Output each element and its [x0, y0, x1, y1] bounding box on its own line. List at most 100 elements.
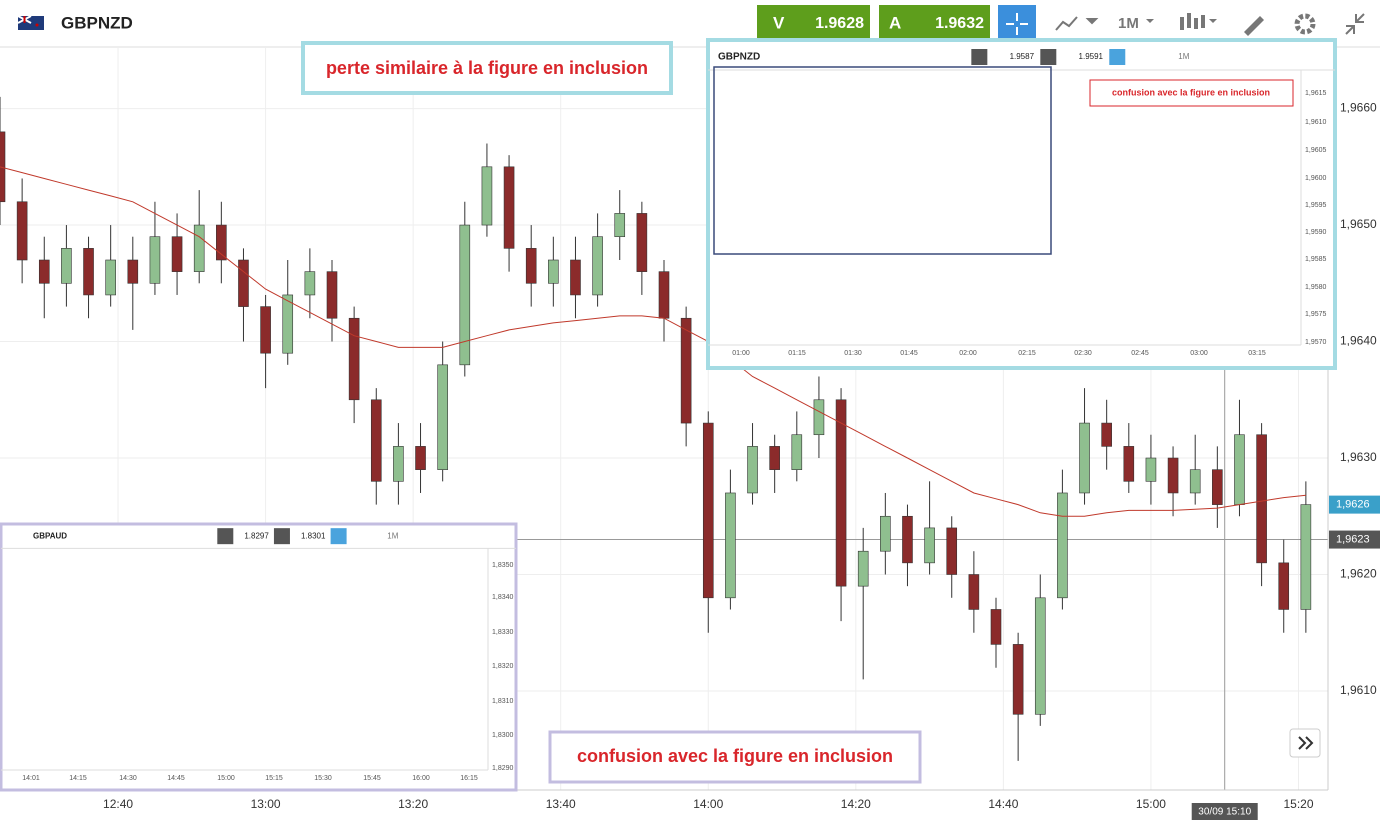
inset-price-label: 1,9595 [1305, 202, 1327, 209]
candle-body [1300, 504, 1312, 610]
y-tick-label: 1,9610 [1340, 683, 1377, 697]
candle-body [1167, 457, 1179, 494]
inset-note-box [1089, 79, 1294, 107]
candle-body [1057, 492, 1068, 599]
candle-body [1079, 422, 1090, 494]
annotation-text: confusion avec la figure en inclusion [577, 746, 893, 766]
candle-body [1256, 434, 1267, 564]
candle-body [282, 294, 294, 354]
indicator-button[interactable] [1055, 16, 1099, 31]
inset-frame [0, 522, 518, 792]
x-tick-label: 14:40 [988, 797, 1018, 811]
inset-price-label: 1,9610 [1305, 119, 1327, 126]
crosshair-time-tag [1191, 803, 1258, 820]
inset-sell-price: 1.8297 [244, 531, 269, 540]
candle-body [791, 434, 803, 470]
candle-body [38, 259, 50, 284]
candle-body [1212, 469, 1223, 505]
candle-body [636, 213, 648, 272]
last-price-label: 1,9626 [1336, 499, 1370, 511]
candle-body [326, 271, 338, 319]
inset-time-label: 16:00 [412, 775, 430, 782]
x-tick-label: 13:20 [398, 797, 428, 811]
candle-body [570, 259, 581, 296]
y-tick-label: 1,9660 [1340, 101, 1377, 115]
chart-type-button[interactable] [1180, 13, 1217, 30]
y-tick-label: 1,9650 [1340, 217, 1377, 231]
candle-body [61, 248, 72, 284]
inset-time-label: 15:45 [363, 775, 381, 782]
inset-price-label: 1,9570 [1305, 339, 1327, 346]
buy-label: A [889, 13, 901, 32]
inset-time-label: 15:00 [217, 775, 235, 782]
inset-price-label: 1,9615 [1305, 90, 1327, 97]
candle-body [0, 131, 6, 203]
inset-note: confusion avec la figure en inclusion [1112, 87, 1270, 97]
inset-price-label: 1,9590 [1305, 229, 1327, 236]
buy-button[interactable]: A 1.9632 [879, 5, 990, 42]
y-tick-label: 1,9620 [1340, 567, 1377, 581]
settings-button[interactable] [1294, 13, 1316, 35]
collapse-button[interactable] [1345, 13, 1365, 35]
candle-body [1278, 562, 1290, 610]
inset-time-label: 03:00 [1190, 350, 1208, 357]
inset-buy-price: 1.9591 [1079, 52, 1104, 61]
y-tick-label: 1,9640 [1340, 334, 1377, 348]
insets: GBPNZD 1.9587 1.9591 1M 01:00 01:15 01:30 01:45… [0, 38, 1337, 792]
candle-body [680, 317, 692, 424]
candle-body [459, 224, 471, 366]
x-tick-label: 13:00 [251, 797, 281, 811]
crosshair-price-label: 1,9623 [1336, 533, 1370, 545]
candle-body [924, 527, 935, 564]
sell-label: V [773, 13, 785, 32]
crosshair-time-label: 30/09 15:10 [1198, 807, 1251, 818]
symbol: GBPNZD [61, 13, 133, 32]
candle-body [304, 271, 316, 296]
x-tick-label: 14:20 [841, 797, 871, 811]
candle-body [83, 248, 94, 296]
candle-body [525, 248, 537, 284]
candle-body [393, 446, 404, 482]
inset-time-label: 02:45 [1131, 350, 1149, 357]
flag [17, 15, 44, 30]
inset-sell-box [217, 528, 234, 545]
candle-body [725, 492, 736, 599]
x-tick-label: 15:00 [1136, 797, 1166, 811]
crosshair-price-tag [1329, 530, 1380, 549]
inset-price-label: 1,9605 [1305, 147, 1327, 154]
candle-body [171, 236, 183, 272]
x-tick-label: 12:40 [103, 797, 133, 811]
inset-time-label: 15:30 [314, 775, 332, 782]
inset-symbol: GBPAUD [33, 531, 67, 540]
candle-body [149, 236, 161, 284]
candle-body [548, 259, 559, 284]
inset-time-label: 14:45 [167, 775, 185, 782]
inset-time-label: 14:15 [69, 775, 87, 782]
candle-body [1012, 644, 1024, 715]
moving-average [0, 166, 1306, 517]
inset-interval: 1M [387, 531, 398, 540]
inset-time-label: 03:15 [1248, 350, 1266, 357]
annotation-top: perte similaire à la figure en inclusion [301, 41, 673, 95]
y-tick-label: 1,9630 [1340, 450, 1377, 464]
scroll-button[interactable] [1289, 728, 1321, 758]
inset-time-label: 02:15 [1018, 350, 1036, 357]
sell-button[interactable]: V 1.9628 [757, 5, 870, 42]
candle-body [1189, 469, 1201, 494]
inset-buy-price: 1.8301 [301, 531, 326, 540]
sell-price: 1.9628 [815, 15, 864, 32]
inset-price-label: 1,9585 [1305, 256, 1327, 263]
candle-body [216, 224, 227, 261]
inset-buy-box [1040, 49, 1057, 65]
candle-body [127, 259, 139, 284]
nested-inset-frame [713, 66, 1052, 255]
interval-button[interactable]: 1M [1118, 15, 1139, 32]
crosshair-button[interactable] [998, 5, 1036, 42]
draw-button[interactable] [1244, 16, 1264, 36]
candle-body [968, 574, 980, 610]
candle-body [702, 422, 714, 599]
candle-body [813, 399, 825, 436]
inset-time-label: 01:15 [788, 350, 806, 357]
